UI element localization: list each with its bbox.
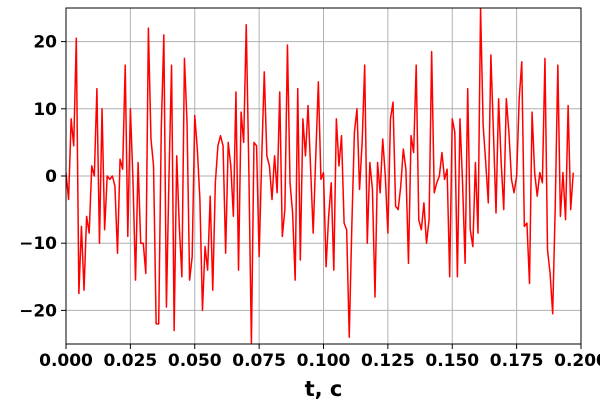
y-tick-label: 0	[45, 167, 57, 187]
x-tick-label: 0.175	[490, 351, 544, 371]
x-tick-label: 0.200	[554, 351, 600, 371]
y-tick-label: −10	[19, 234, 57, 254]
x-tick-label: 0.150	[425, 351, 479, 371]
x-tick-label: 0.050	[168, 351, 222, 371]
y-tick-label: 20	[33, 33, 57, 53]
y-tick-label: −20	[19, 301, 57, 321]
x-axis-label: t, c	[305, 377, 343, 400]
x-tick-label: 0.125	[361, 351, 415, 371]
series-line	[66, 8, 575, 344]
x-tick-label: 0.100	[297, 351, 351, 371]
x-tick-label: 0.075	[232, 351, 286, 371]
x-tick-label: 0.000	[39, 351, 93, 371]
ticks: 0.000 0.025 0.050 0.075 0.100 0.125 0.150 0.175…	[19, 33, 600, 371]
x-tick-label: 0.025	[103, 351, 157, 371]
y-tick-label: 10	[33, 100, 57, 120]
series-layer	[66, 8, 575, 344]
